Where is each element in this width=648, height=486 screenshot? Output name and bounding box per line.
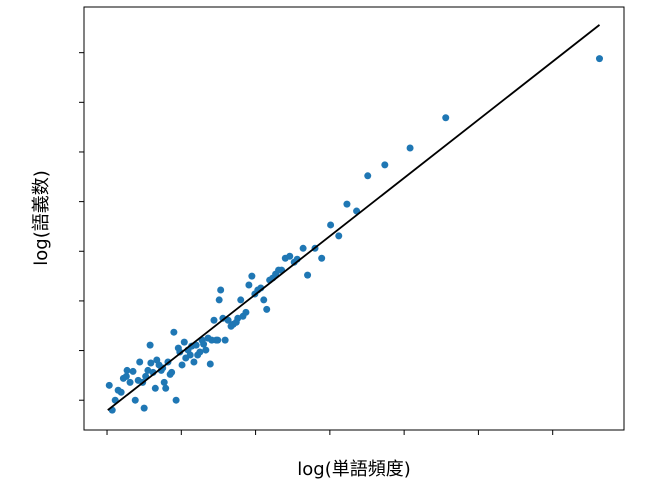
point: [131, 396, 139, 404]
plot-frame: [83, 6, 625, 431]
point: [224, 316, 232, 324]
point: [406, 144, 414, 152]
point: [186, 351, 194, 359]
point: [442, 114, 450, 122]
x-axis-label: log(単語頻度): [297, 459, 410, 480]
point: [286, 252, 294, 260]
y-axis-label: log(語義数): [31, 170, 52, 265]
point: [136, 358, 144, 366]
point: [180, 338, 188, 346]
point: [215, 296, 223, 304]
point: [260, 296, 268, 304]
point: [364, 172, 372, 180]
point: [172, 396, 180, 404]
point: [214, 336, 222, 344]
point: [304, 271, 312, 279]
point: [221, 336, 229, 344]
point: [147, 359, 155, 367]
point: [178, 361, 186, 369]
fit-line: [107, 24, 601, 411]
point: [151, 384, 159, 392]
point: [140, 404, 148, 412]
point: [170, 328, 178, 336]
point: [122, 372, 130, 380]
point: [343, 200, 351, 208]
point: [146, 341, 154, 349]
point: [248, 272, 256, 280]
point: [210, 316, 218, 324]
point: [237, 296, 245, 304]
point: [129, 367, 137, 375]
point: [123, 366, 131, 374]
point: [196, 348, 204, 356]
point: [126, 378, 134, 386]
point: [263, 305, 271, 313]
point: [202, 346, 210, 354]
point: [299, 244, 307, 252]
point: [217, 286, 225, 294]
point: [168, 368, 176, 376]
point: [595, 55, 603, 63]
point: [117, 388, 125, 396]
point: [160, 378, 168, 386]
point: [200, 340, 208, 348]
point: [318, 254, 326, 262]
point: [190, 358, 198, 366]
point: [245, 281, 253, 289]
point: [242, 308, 250, 316]
point: [381, 161, 389, 169]
point: [176, 348, 184, 356]
point: [327, 221, 335, 229]
point: [105, 381, 113, 389]
point: [162, 384, 170, 392]
point: [335, 232, 343, 240]
point: [206, 360, 214, 368]
